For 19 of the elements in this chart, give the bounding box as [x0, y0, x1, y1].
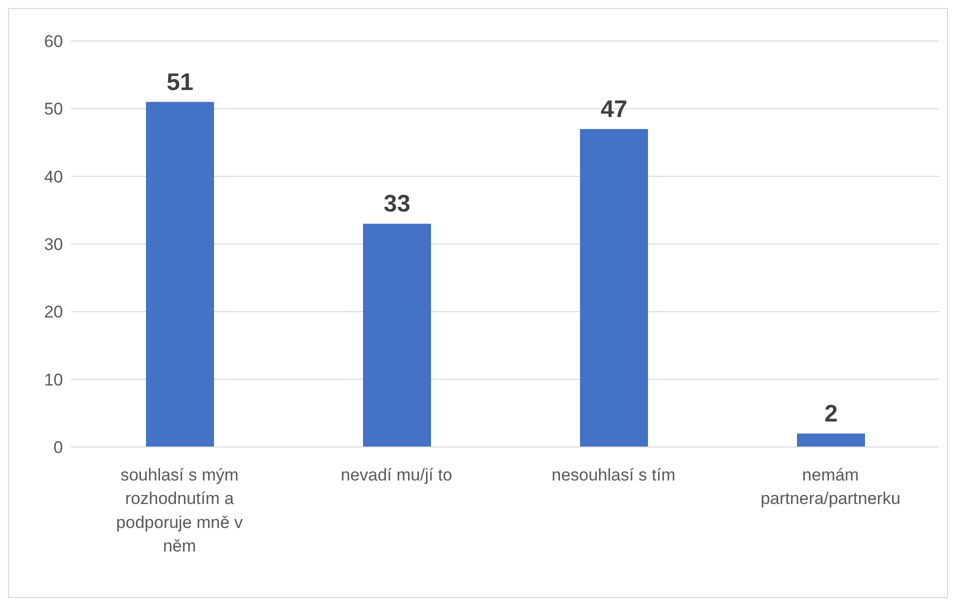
- data-label: 2: [824, 400, 838, 428]
- y-tick-label: 40: [44, 167, 63, 186]
- y-tick-label: 10: [44, 370, 63, 390]
- bar: [146, 102, 214, 447]
- y-tick-label: 30: [44, 235, 63, 254]
- bar: [797, 433, 865, 447]
- data-label: 33: [384, 190, 410, 218]
- x-tick-label: nesouhlasí s tím: [552, 465, 676, 484]
- y-tick-label: 50: [44, 100, 63, 119]
- bar: [363, 224, 431, 447]
- y-tick-label: 60: [44, 32, 63, 52]
- x-tick-label: nemám partnera/partnerku: [760, 465, 900, 508]
- data-label: 47: [600, 96, 628, 123]
- bar: [580, 128, 648, 447]
- y-tick-label: 20: [44, 302, 63, 322]
- x-tick-label: souhlasí s mým rozhodnutím a podporuje mně v něm: [116, 465, 244, 556]
- x-tick-label: nevadí mu/jí to: [340, 465, 452, 484]
- y-tick-label: 0: [54, 438, 63, 458]
- data-label: 51: [166, 68, 194, 96]
